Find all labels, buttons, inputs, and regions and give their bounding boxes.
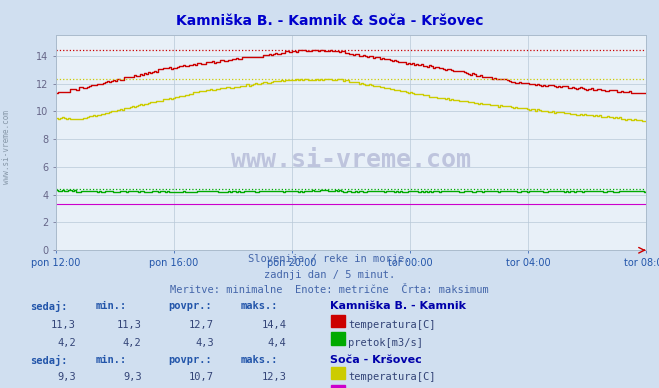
Text: povpr.:: povpr.:	[168, 301, 212, 311]
Text: maks.:: maks.:	[241, 301, 278, 311]
Text: Kamniška B. - Kamnik & Soča - Kršovec: Kamniška B. - Kamnik & Soča - Kršovec	[176, 14, 483, 28]
Text: min.:: min.:	[96, 355, 127, 365]
Text: 12,7: 12,7	[189, 320, 214, 330]
Text: povpr.:: povpr.:	[168, 355, 212, 365]
Text: 4,4: 4,4	[268, 338, 287, 348]
Text: min.:: min.:	[96, 301, 127, 311]
Text: Slovenija / reke in morje.: Slovenija / reke in morje.	[248, 254, 411, 264]
Text: www.si-vreme.com: www.si-vreme.com	[231, 148, 471, 172]
Text: temperatura[C]: temperatura[C]	[348, 320, 436, 330]
Text: 4,3: 4,3	[196, 338, 214, 348]
Text: 11,3: 11,3	[51, 320, 76, 330]
Text: Soča - Kršovec: Soča - Kršovec	[330, 355, 421, 365]
Text: 10,7: 10,7	[189, 372, 214, 383]
Text: 11,3: 11,3	[117, 320, 142, 330]
Text: zadnji dan / 5 minut.: zadnji dan / 5 minut.	[264, 270, 395, 280]
Text: Kamniška B. - Kamnik: Kamniška B. - Kamnik	[330, 301, 465, 311]
Text: sedaj:: sedaj:	[30, 355, 67, 366]
Text: maks.:: maks.:	[241, 355, 278, 365]
Text: 4,2: 4,2	[123, 338, 142, 348]
Text: Meritve: minimalne  Enote: metrične  Črta: maksimum: Meritve: minimalne Enote: metrične Črta:…	[170, 285, 489, 295]
Text: 4,2: 4,2	[57, 338, 76, 348]
Text: pretok[m3/s]: pretok[m3/s]	[348, 338, 423, 348]
Text: www.si-vreme.com: www.si-vreme.com	[2, 111, 11, 184]
Text: 9,3: 9,3	[57, 372, 76, 383]
Text: 14,4: 14,4	[262, 320, 287, 330]
Text: temperatura[C]: temperatura[C]	[348, 372, 436, 383]
Text: 9,3: 9,3	[123, 372, 142, 383]
Text: sedaj:: sedaj:	[30, 301, 67, 312]
Text: 12,3: 12,3	[262, 372, 287, 383]
